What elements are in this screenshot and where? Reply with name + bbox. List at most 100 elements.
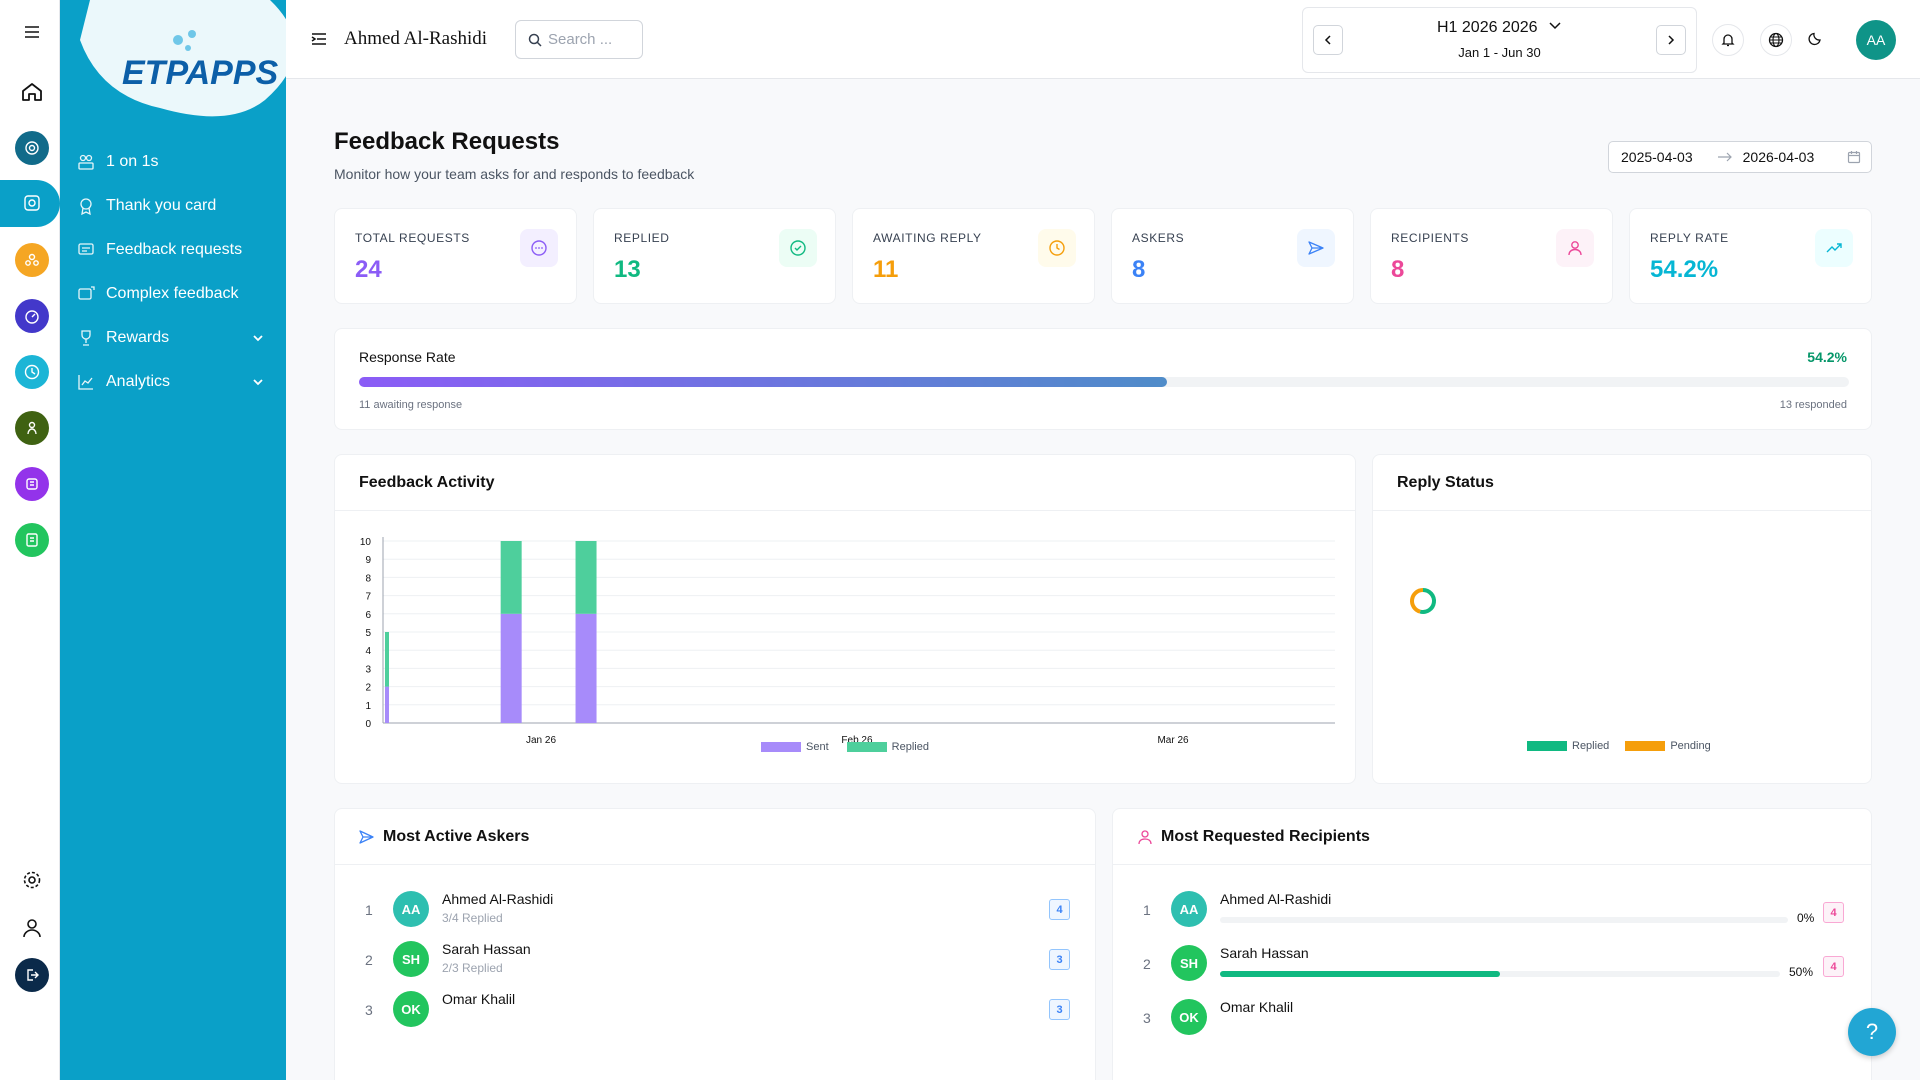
y-tick-label: 0 [365, 719, 371, 730]
chevron-down-icon[interactable] [252, 376, 264, 388]
stat-card-total-requests: TOTAL REQUESTS 24 [334, 208, 577, 304]
stat-card-reply-rate: REPLY RATE 54.2% [1629, 208, 1872, 304]
y-tick-label: 5 [365, 628, 371, 639]
y-tick-label: 9 [365, 555, 371, 566]
logout-icon[interactable] [15, 958, 49, 992]
rank: 1 [365, 902, 373, 918]
sidebar-item-thank-you-card[interactable]: Thank you card [60, 184, 286, 228]
time-app-icon[interactable] [15, 355, 49, 389]
collapse-sidebar-icon[interactable] [310, 30, 328, 48]
sidebar-item-feedback-requests[interactable]: Feedback requests [60, 228, 286, 272]
menu-icon[interactable] [18, 18, 46, 46]
legend-swatch-pending [1625, 741, 1666, 751]
goals-app-icon[interactable] [15, 131, 49, 165]
y-tick-label: 10 [360, 537, 372, 548]
sidebar-item-complex-feedback[interactable]: Complex feedback [60, 272, 286, 316]
count-badge: 4 [1049, 899, 1070, 920]
top-bar: Ahmed Al-Rashidi H1 2026 2026 Jan 1 - Ju… [286, 0, 1920, 79]
send-icon [359, 829, 374, 844]
count-badge: 4 [1823, 902, 1844, 923]
date-from[interactable]: 2025-04-03 [1621, 149, 1693, 165]
sidebar-item-analytics[interactable]: Analytics [60, 360, 286, 404]
sidebar-item-label: Analytics [106, 373, 171, 390]
recognition-app-icon[interactable] [15, 467, 49, 501]
feedback-icon [78, 243, 94, 255]
chevron-down-icon[interactable] [252, 332, 264, 344]
help-button[interactable]: ? [1848, 1008, 1896, 1056]
period-next-button[interactable] [1656, 25, 1686, 55]
reports-app-icon[interactable] [15, 523, 49, 557]
legend-label-replied: Replied [1572, 740, 1610, 752]
user-icon [1556, 229, 1594, 267]
x-tick-label: Feb 26 [841, 735, 873, 746]
learning-app-icon[interactable] [15, 411, 49, 445]
date-range-picker[interactable]: 2025-04-03 2026-04-03 [1608, 141, 1872, 173]
user-icon [1138, 829, 1152, 844]
sidebar-item-1on1s[interactable]: 1 on 1s [60, 140, 286, 184]
period-prev-button[interactable] [1313, 25, 1343, 55]
stat-label: TOTAL REQUESTS [355, 231, 470, 245]
y-tick-label: 4 [365, 646, 371, 657]
legend-label-replied: Replied [891, 741, 929, 753]
date-to[interactable]: 2026-04-03 [1742, 149, 1815, 165]
card-title: Most Active Askers [383, 827, 530, 845]
y-tick-label: 1 [365, 701, 371, 712]
avatar: AA [1171, 891, 1207, 927]
list-item[interactable]: 2 SH Sarah Hassan 2/3 Replied 3 [335, 936, 1095, 986]
language-button[interactable] [1760, 24, 1792, 56]
feedback-activity-chart: 0 1 2 3 4 5 6 7 8 9 10 Jan 26 Feb 26 Mar 26 [360, 537, 1335, 746]
response-rate-card: Response Rate 54.2% 11 awaiting response… [334, 328, 1872, 430]
list-item[interactable]: 3 OK Omar Khalil [1113, 994, 1871, 1048]
home-icon[interactable] [18, 78, 46, 106]
list-item[interactable]: 2 SH Sarah Hassan 50% 4 [1113, 940, 1871, 994]
icon-rail [0, 0, 60, 1080]
search-input[interactable] [548, 31, 638, 48]
page-subtitle: Monitor how your team asks for and respo… [334, 166, 695, 182]
recipient-reply-percent: 50% [1789, 965, 1814, 979]
brand-logo: ETPAPPS [60, 0, 286, 118]
legend-swatch-replied [1527, 741, 1567, 751]
chat-icon [520, 229, 558, 267]
feedback-app-icon[interactable] [15, 186, 49, 220]
sidebar-item-label: Feedback requests [106, 241, 243, 258]
user-avatar[interactable]: AA [1856, 20, 1896, 60]
search-icon [528, 33, 542, 47]
profile-icon[interactable] [18, 914, 46, 942]
sidebar-item-rewards[interactable]: Rewards [60, 316, 286, 360]
response-rate-fill [359, 377, 1167, 387]
list-item[interactable]: 3 OK Omar Khalil 3 [335, 986, 1095, 1036]
settings-icon[interactable] [18, 866, 46, 894]
recipient-reply-bar [1220, 971, 1780, 977]
stat-label: ASKERS [1132, 231, 1185, 245]
stat-label: RECIPIENTS [1391, 231, 1470, 245]
card-header: Most Requested Recipients [1113, 809, 1871, 865]
donut-slice-pending [1410, 588, 1424, 614]
legend-label-pending: Pending [1670, 740, 1711, 752]
complex-feedback-icon [78, 286, 95, 300]
bar-sent [500, 613, 522, 723]
bar-sent [575, 613, 597, 723]
feedback-activity-card: Feedback Activity 0 1 2 3 4 5 6 7 8 9 10 Jan 26 Feb … [334, 454, 1356, 784]
recipient-reply-percent: 0% [1797, 911, 1815, 925]
dark-mode-icon[interactable] [1808, 30, 1824, 46]
asker-replied-count: 3/4 Replied [442, 911, 503, 925]
legend-swatch-sent [761, 742, 801, 752]
search-box[interactable] [515, 20, 643, 59]
performance-app-icon[interactable] [15, 299, 49, 333]
avatar: SH [1171, 945, 1207, 981]
bar-sent [385, 686, 389, 723]
period-title[interactable]: H1 2026 2026 [1303, 19, 1696, 37]
rank: 3 [1143, 1010, 1151, 1026]
team-app-icon[interactable] [15, 243, 49, 277]
recipient-name: Sarah Hassan [1220, 945, 1309, 961]
list-item[interactable]: 1 AA Ahmed Al-Rashidi 3/4 Replied 4 [335, 886, 1095, 936]
sidebar-item-label: Complex feedback [106, 285, 239, 302]
period-range: Jan 1 - Jun 30 [1458, 45, 1541, 60]
list-item[interactable]: 1 AA Ahmed Al-Rashidi 0% 4 [1113, 886, 1871, 940]
user-name: Ahmed Al-Rashidi [344, 28, 488, 49]
card-title: Most Requested Recipients [1161, 827, 1370, 845]
stat-value: 8 [1391, 256, 1405, 283]
chevron-left-icon [1324, 35, 1331, 45]
notifications-button[interactable] [1712, 24, 1744, 56]
stat-label: AWAITING REPLY [873, 231, 982, 245]
